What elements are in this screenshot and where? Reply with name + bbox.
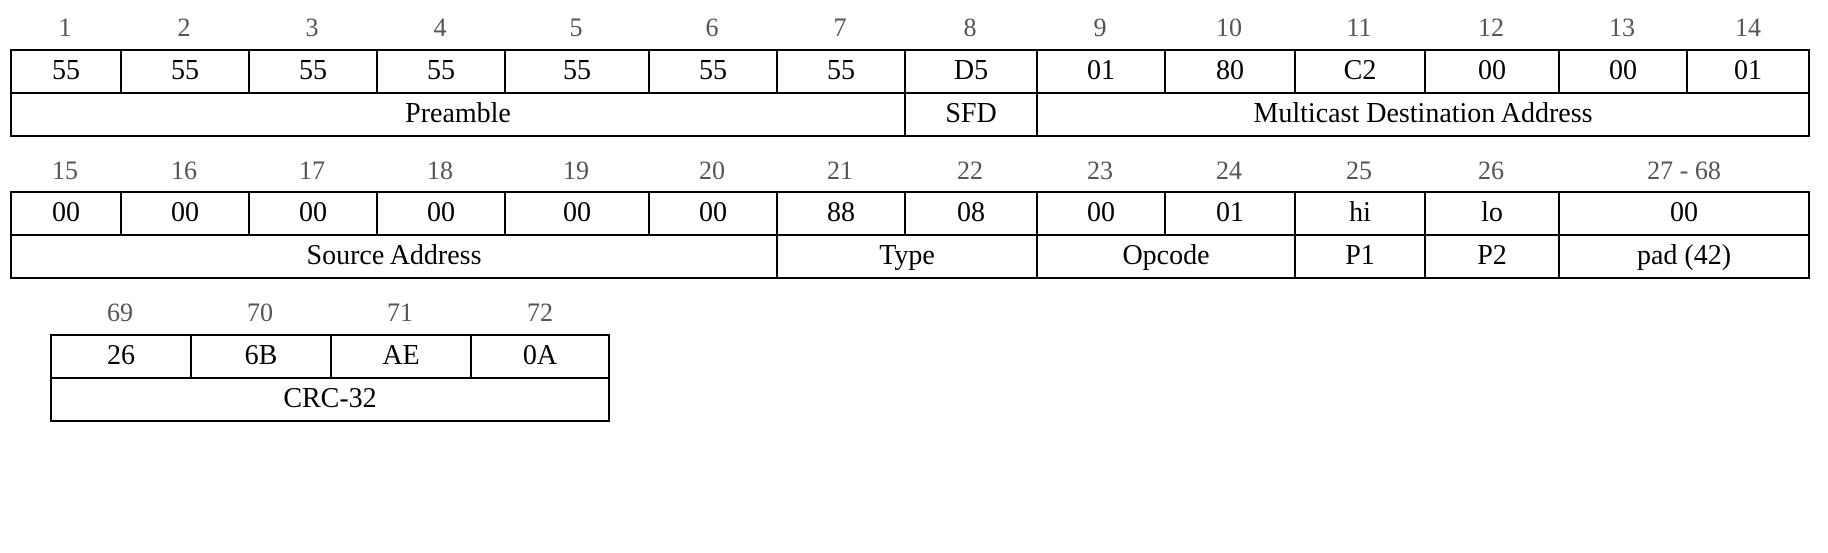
byte-index: 6 <box>648 10 776 49</box>
byte-index: 16 <box>120 153 248 192</box>
byte-index: 72 <box>470 295 610 334</box>
field-label: Preamble <box>10 94 904 137</box>
value-line: 55555555555555D50180C2000001 <box>10 49 1810 94</box>
byte-index: 21 <box>776 153 904 192</box>
byte-value: 55 <box>248 49 376 94</box>
byte-index: 26 <box>1424 153 1558 192</box>
byte-value: D5 <box>904 49 1036 94</box>
byte-value: 55 <box>10 49 120 94</box>
byte-index: 11 <box>1294 10 1424 49</box>
byte-value: 00 <box>10 191 120 236</box>
byte-value: 00 <box>648 191 776 236</box>
field-label: Opcode <box>1036 236 1294 279</box>
byte-index: 15 <box>10 153 120 192</box>
byte-index: 24 <box>1164 153 1294 192</box>
byte-value: lo <box>1424 191 1558 236</box>
byte-value: 55 <box>504 49 648 94</box>
byte-index: 3 <box>248 10 376 49</box>
field-label: P1 <box>1294 236 1424 279</box>
label-line: Source AddressTypeOpcodeP1P2pad (42) <box>10 236 1810 279</box>
byte-index: 5 <box>504 10 648 49</box>
byte-value: 55 <box>648 49 776 94</box>
field-label: SFD <box>904 94 1036 137</box>
field-label: Source Address <box>10 236 776 279</box>
byte-value: C2 <box>1294 49 1424 94</box>
byte-index: 17 <box>248 153 376 192</box>
byte-index: 23 <box>1036 153 1164 192</box>
byte-index: 4 <box>376 10 504 49</box>
byte-value: 01 <box>1686 49 1810 94</box>
byte-value: 00 <box>504 191 648 236</box>
byte-value: 00 <box>1558 191 1810 236</box>
byte-value: 01 <box>1036 49 1164 94</box>
byte-value: 01 <box>1164 191 1294 236</box>
byte-index: 13 <box>1558 10 1686 49</box>
index-line: 69707172 <box>50 295 610 334</box>
byte-value: 00 <box>1558 49 1686 94</box>
byte-value: hi <box>1294 191 1424 236</box>
byte-index: 8 <box>904 10 1036 49</box>
byte-index: 12 <box>1424 10 1558 49</box>
byte-value: 55 <box>776 49 904 94</box>
byte-value: 0A <box>470 334 610 379</box>
byte-index: 69 <box>50 295 190 334</box>
field-label: pad (42) <box>1558 236 1810 279</box>
byte-value: 55 <box>376 49 504 94</box>
byte-index: 71 <box>330 295 470 334</box>
frame-diagram: 123456789101112131455555555555555D50180C… <box>10 10 1810 422</box>
byte-index: 22 <box>904 153 1036 192</box>
byte-index: 18 <box>376 153 504 192</box>
byte-value: AE <box>330 334 470 379</box>
index-line: 15161718192021222324252627 - 68 <box>10 153 1810 192</box>
field-label: CRC-32 <box>50 379 610 422</box>
byte-value: 00 <box>376 191 504 236</box>
label-line: PreambleSFDMulticast Destination Address <box>10 94 1810 137</box>
value-line: 266BAE0A <box>50 334 610 379</box>
diagram-row-1: 123456789101112131455555555555555D50180C… <box>10 10 1810 137</box>
value-line: 00000000000088080001hilo00 <box>10 191 1810 236</box>
byte-index: 27 - 68 <box>1558 153 1810 192</box>
field-label: Type <box>776 236 1036 279</box>
byte-index: 7 <box>776 10 904 49</box>
index-line: 1234567891011121314 <box>10 10 1810 49</box>
byte-index: 70 <box>190 295 330 334</box>
byte-value: 88 <box>776 191 904 236</box>
diagram-row-3: 69707172266BAE0ACRC-32 <box>50 295 610 422</box>
byte-index: 1 <box>10 10 120 49</box>
byte-value: 26 <box>50 334 190 379</box>
label-line: CRC-32 <box>50 379 610 422</box>
diagram-row-2: 15161718192021222324252627 - 68000000000… <box>10 153 1810 280</box>
byte-value: 55 <box>120 49 248 94</box>
byte-value: 6B <box>190 334 330 379</box>
byte-index: 9 <box>1036 10 1164 49</box>
byte-value: 00 <box>1424 49 1558 94</box>
field-label: P2 <box>1424 236 1558 279</box>
byte-value: 00 <box>120 191 248 236</box>
byte-value: 08 <box>904 191 1036 236</box>
byte-index: 20 <box>648 153 776 192</box>
byte-index: 25 <box>1294 153 1424 192</box>
field-label: Multicast Destination Address <box>1036 94 1810 137</box>
byte-value: 00 <box>248 191 376 236</box>
byte-index: 19 <box>504 153 648 192</box>
byte-index: 2 <box>120 10 248 49</box>
byte-value: 80 <box>1164 49 1294 94</box>
byte-value: 00 <box>1036 191 1164 236</box>
byte-index: 14 <box>1686 10 1810 49</box>
byte-index: 10 <box>1164 10 1294 49</box>
